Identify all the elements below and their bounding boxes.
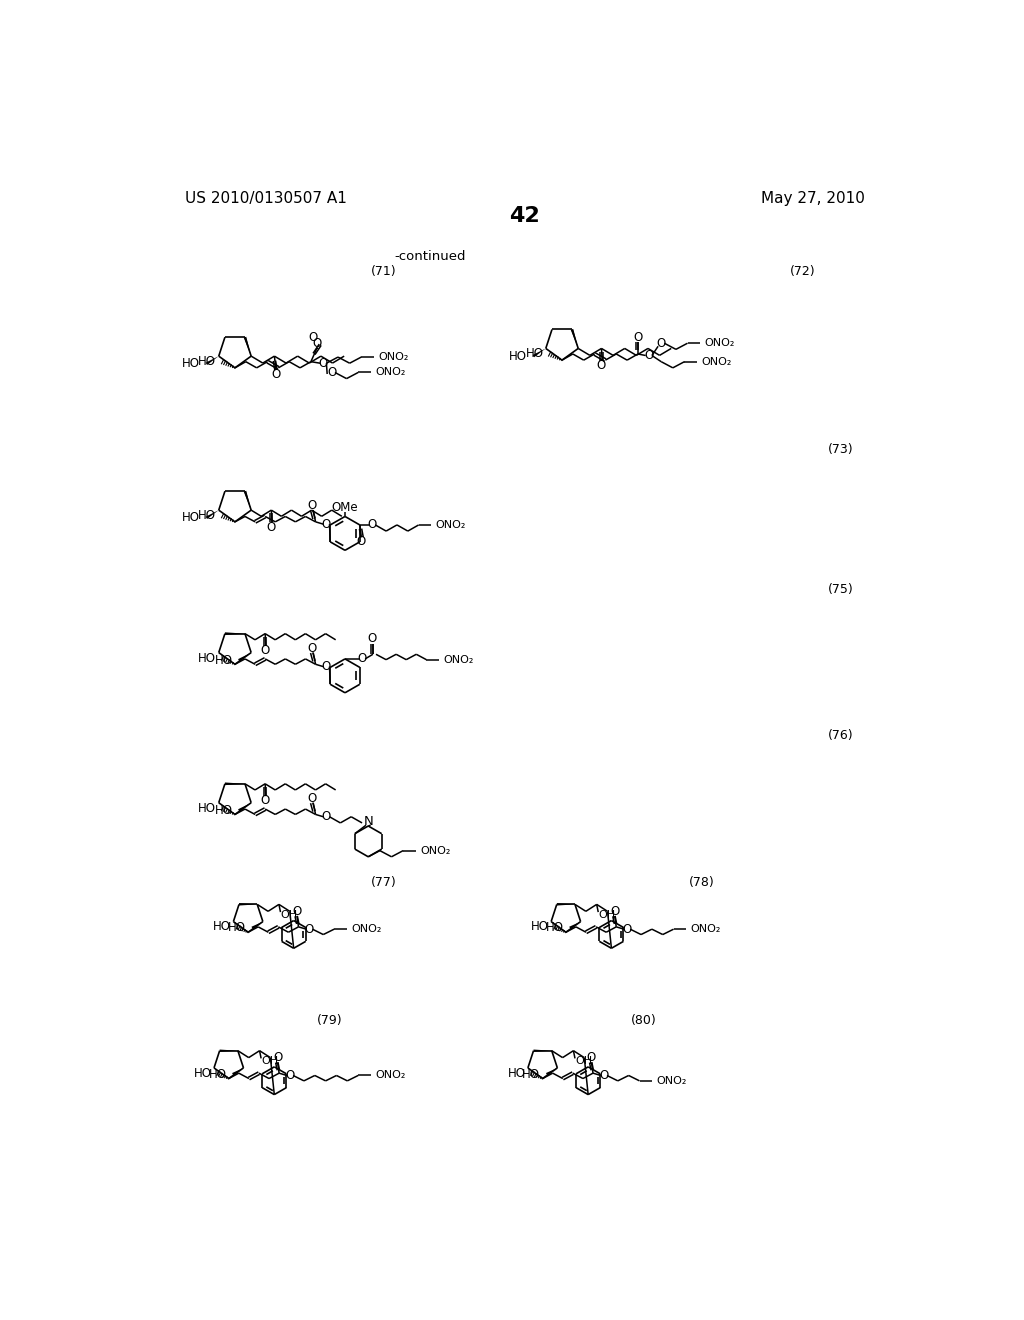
Text: ONO₂: ONO₂ bbox=[420, 846, 451, 855]
Text: (78): (78) bbox=[688, 875, 715, 888]
Text: O: O bbox=[308, 642, 317, 655]
Text: ONO₂: ONO₂ bbox=[443, 655, 474, 665]
Polygon shape bbox=[557, 903, 575, 906]
Text: HO: HO bbox=[509, 350, 527, 363]
Text: O: O bbox=[266, 520, 275, 533]
Polygon shape bbox=[206, 510, 219, 519]
Text: OH: OH bbox=[575, 1056, 592, 1067]
Text: ONO₂: ONO₂ bbox=[375, 367, 406, 378]
Text: O: O bbox=[633, 330, 643, 343]
Text: O: O bbox=[597, 359, 606, 372]
Text: HO: HO bbox=[215, 653, 232, 667]
Text: HO: HO bbox=[199, 801, 216, 814]
Text: US 2010/0130507 A1: US 2010/0130507 A1 bbox=[184, 191, 346, 206]
Text: HO: HO bbox=[227, 921, 246, 935]
Text: O: O bbox=[644, 348, 653, 362]
Text: O: O bbox=[305, 923, 314, 936]
Polygon shape bbox=[534, 1049, 552, 1052]
Text: O: O bbox=[292, 906, 302, 917]
Text: ONO₂: ONO₂ bbox=[690, 924, 721, 935]
Text: O: O bbox=[260, 644, 269, 657]
Text: O: O bbox=[322, 810, 331, 824]
Text: O: O bbox=[328, 366, 337, 379]
Text: (72): (72) bbox=[790, 265, 815, 279]
Polygon shape bbox=[238, 652, 251, 661]
Text: ONO₂: ONO₂ bbox=[705, 338, 735, 348]
Text: O: O bbox=[260, 795, 269, 808]
Text: HO: HO bbox=[209, 1068, 226, 1081]
Text: HO: HO bbox=[199, 652, 216, 665]
Text: O: O bbox=[312, 337, 322, 350]
Text: O: O bbox=[368, 519, 377, 532]
Text: O: O bbox=[599, 1069, 608, 1082]
Polygon shape bbox=[206, 356, 219, 364]
Text: O: O bbox=[271, 368, 281, 381]
Text: (76): (76) bbox=[828, 730, 854, 742]
Text: 42: 42 bbox=[509, 206, 541, 226]
Polygon shape bbox=[225, 783, 245, 785]
Text: O: O bbox=[318, 356, 328, 370]
Polygon shape bbox=[225, 632, 245, 635]
Text: May 27, 2010: May 27, 2010 bbox=[761, 191, 865, 206]
Text: HO: HO bbox=[508, 1067, 525, 1080]
Text: HO: HO bbox=[182, 511, 200, 524]
Text: ONO₂: ONO₂ bbox=[436, 520, 466, 529]
Text: HO: HO bbox=[525, 347, 544, 360]
Text: O: O bbox=[610, 906, 620, 917]
Polygon shape bbox=[252, 921, 263, 929]
Text: (80): (80) bbox=[631, 1014, 656, 1027]
Polygon shape bbox=[570, 329, 579, 348]
Text: -continued: -continued bbox=[394, 251, 466, 264]
Text: O: O bbox=[322, 517, 331, 531]
Polygon shape bbox=[239, 903, 257, 906]
Text: (73): (73) bbox=[828, 444, 854, 455]
Text: HO: HO bbox=[199, 355, 216, 368]
Text: O: O bbox=[356, 536, 366, 548]
Text: HO: HO bbox=[199, 510, 216, 523]
Text: HO: HO bbox=[213, 920, 231, 933]
Text: N: N bbox=[364, 814, 373, 828]
Text: HO: HO bbox=[522, 1068, 541, 1081]
Text: O: O bbox=[308, 792, 317, 805]
Text: OH: OH bbox=[598, 911, 615, 920]
Text: O: O bbox=[357, 652, 367, 665]
Polygon shape bbox=[569, 921, 581, 929]
Text: O: O bbox=[308, 330, 317, 343]
Text: (79): (79) bbox=[316, 1014, 342, 1027]
Text: ONO₂: ONO₂ bbox=[375, 1071, 406, 1081]
Text: O: O bbox=[623, 923, 632, 936]
Text: HO: HO bbox=[215, 804, 232, 817]
Polygon shape bbox=[238, 803, 251, 812]
Text: ONO₂: ONO₂ bbox=[656, 1076, 687, 1086]
Text: HO: HO bbox=[182, 358, 200, 371]
Polygon shape bbox=[244, 337, 251, 356]
Text: HO: HO bbox=[530, 920, 549, 933]
Polygon shape bbox=[532, 348, 546, 358]
Text: O: O bbox=[322, 660, 331, 673]
Polygon shape bbox=[219, 1049, 238, 1052]
Text: OMe: OMe bbox=[332, 500, 358, 513]
Text: OH: OH bbox=[261, 1056, 279, 1067]
Text: (71): (71) bbox=[371, 265, 396, 279]
Text: O: O bbox=[286, 1069, 295, 1082]
Text: HO: HO bbox=[194, 1067, 212, 1080]
Polygon shape bbox=[232, 1068, 244, 1074]
Text: ONO₂: ONO₂ bbox=[701, 356, 732, 367]
Text: (75): (75) bbox=[828, 583, 854, 597]
Text: O: O bbox=[587, 1051, 596, 1064]
Text: O: O bbox=[368, 632, 377, 645]
Text: HO: HO bbox=[546, 921, 563, 935]
Text: ONO₂: ONO₂ bbox=[351, 924, 382, 935]
Text: O: O bbox=[273, 1051, 283, 1064]
Text: O: O bbox=[308, 499, 317, 512]
Text: OH: OH bbox=[281, 911, 298, 920]
Polygon shape bbox=[244, 491, 251, 510]
Text: ONO₂: ONO₂ bbox=[378, 352, 409, 362]
Text: O: O bbox=[656, 337, 666, 350]
Polygon shape bbox=[546, 1068, 557, 1074]
Text: (77): (77) bbox=[371, 875, 396, 888]
